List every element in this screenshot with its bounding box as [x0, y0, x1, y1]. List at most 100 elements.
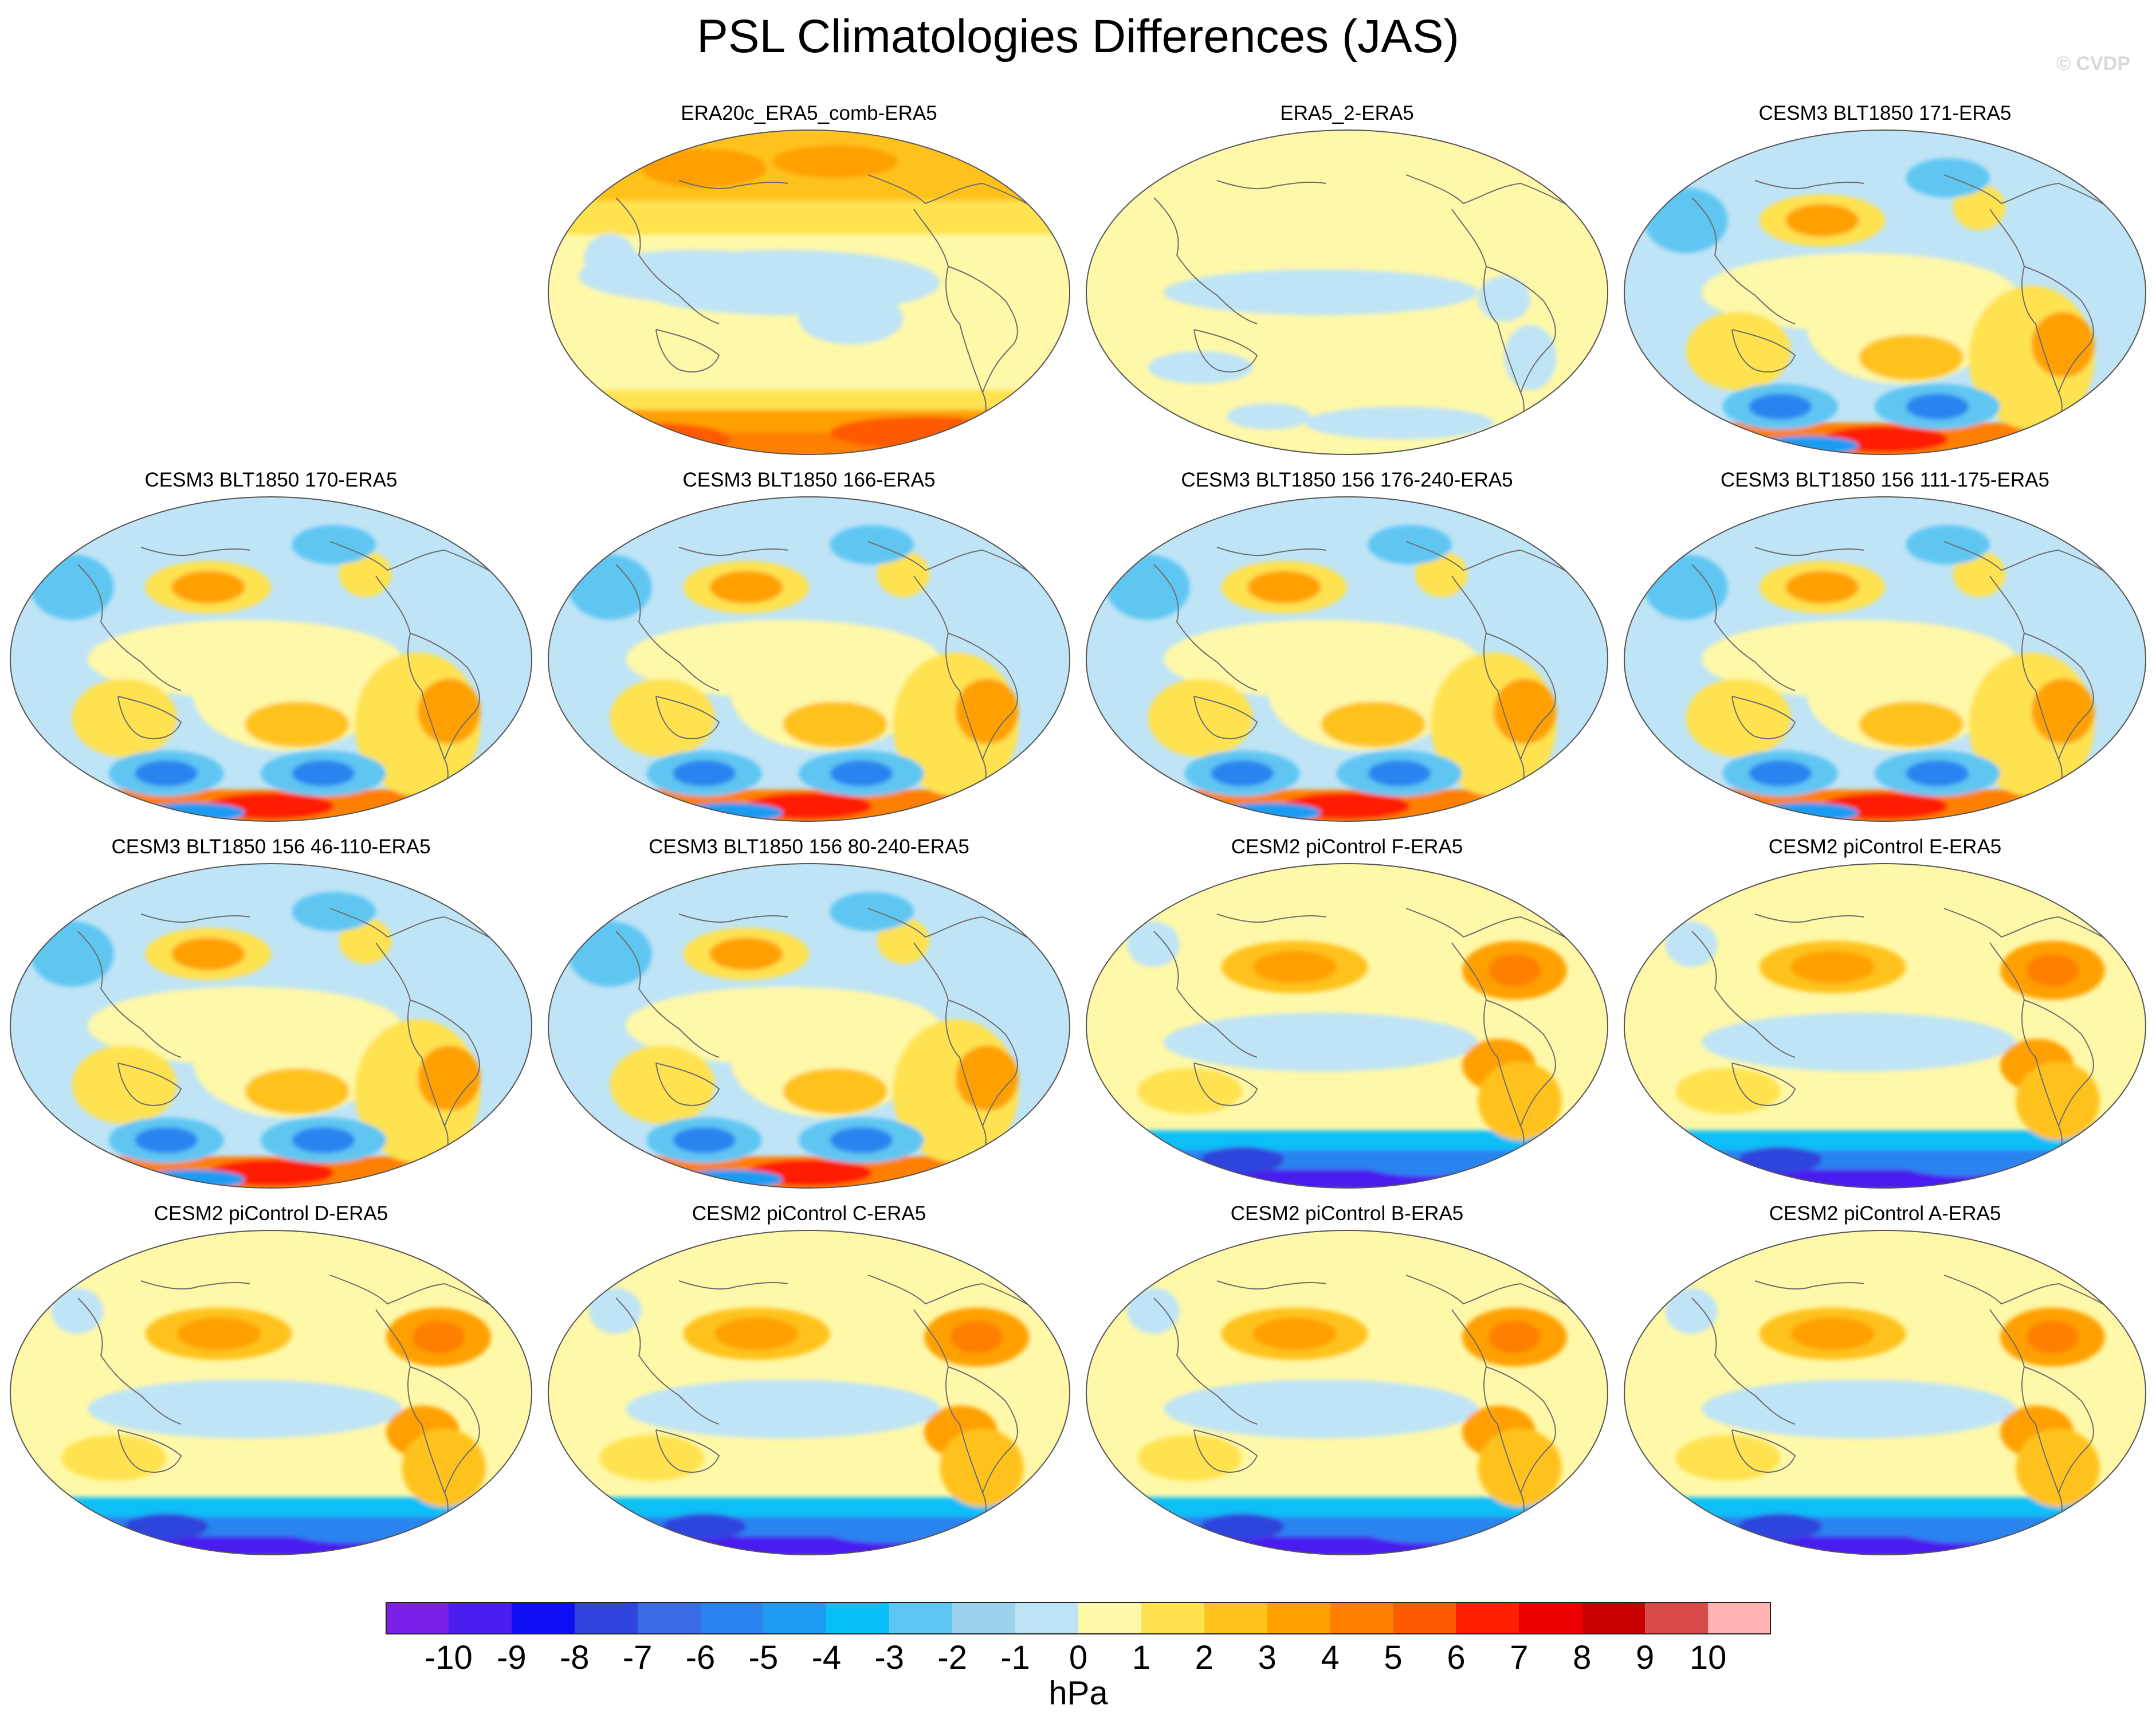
colorbar-tick-label: -3 — [874, 1639, 905, 1676]
colorbar-tick-label: 6 — [1447, 1639, 1466, 1676]
map-anomaly-contour — [292, 760, 355, 787]
map-anomaly-contour — [1738, 1513, 1823, 1540]
map-outline — [10, 863, 532, 1189]
map-anomaly-contour — [1137, 1435, 1243, 1481]
coastline — [140, 914, 250, 923]
coastline — [1405, 174, 1584, 215]
colorbar-box — [952, 1602, 1016, 1634]
map-anomaly-contour — [626, 1379, 940, 1438]
map-anomaly-contour — [798, 292, 904, 345]
map-anomaly-contour — [2026, 1320, 2079, 1354]
map-anomaly-contour — [1504, 325, 1557, 390]
coastline — [948, 1366, 1018, 1493]
map-anomaly-contour — [1164, 1013, 1478, 1072]
panel-title: CESM2 piControl E-ERA5 — [1768, 836, 2002, 858]
map-anomaly-contour — [51, 1288, 104, 1334]
map-anomaly-contour — [1488, 954, 1541, 987]
map-anomaly-contour — [830, 416, 1019, 449]
panel-title: CESM3 BLT1850 156 80-240-ERA5 — [649, 836, 969, 858]
colorbar-tick-label: -9 — [497, 1639, 527, 1676]
coastline — [678, 1280, 788, 1290]
map-anomaly-contour — [830, 1127, 893, 1154]
map-anomaly-contour — [171, 938, 245, 971]
coastline — [1691, 931, 1796, 1058]
map-anomaly-contour — [830, 760, 893, 787]
colorbar-box — [1267, 1602, 1331, 1634]
coastline — [1153, 1297, 1258, 1425]
coastline — [1943, 1275, 2122, 1316]
map-anomaly-contour — [1362, 1150, 1489, 1177]
coastline — [655, 1429, 720, 1473]
panel-title: CESM3 BLT1850 156 176-240-ERA5 — [1181, 469, 1513, 491]
colorbar-box — [700, 1602, 764, 1634]
coastline — [655, 696, 720, 739]
psl-difference-map — [548, 863, 1070, 1189]
coastline — [1754, 180, 1864, 190]
panel-title: CESM3 BLT1850 166-ERA5 — [682, 469, 936, 491]
colorbar-box — [386, 1602, 449, 1634]
psl-difference-map — [1086, 130, 1608, 455]
colorbar-tick-label: 7 — [1510, 1639, 1529, 1676]
coastline — [2024, 266, 2094, 393]
map-anomaly-contour — [1226, 403, 1311, 430]
map-outline — [548, 130, 1070, 455]
panel-title: CESM2 piControl D-ERA5 — [154, 1202, 388, 1225]
panel-title: ERA20c_ERA5_comb-ERA5 — [681, 102, 937, 124]
map-outline — [1086, 1230, 1608, 1555]
map-anomaly-contour — [135, 760, 198, 787]
colorbar-tick-label: -2 — [937, 1639, 967, 1676]
map-anomaly-contour — [714, 1317, 799, 1350]
coastline — [117, 1429, 182, 1473]
panel-title: CESM2 piControl A-ERA5 — [1769, 1202, 2001, 1225]
coastline — [615, 197, 720, 324]
panel-title: CESM2 piControl B-ERA5 — [1230, 1202, 1464, 1225]
map-anomaly-contour — [1665, 1288, 1718, 1334]
coastline — [1731, 1429, 1796, 1473]
coastline — [655, 1063, 720, 1106]
coastline — [913, 209, 987, 428]
colorbar-tick-label: -7 — [622, 1639, 653, 1676]
colorbar-box — [1015, 1602, 1079, 1634]
coastline — [1451, 209, 1525, 428]
colorbar-box — [1645, 1602, 1709, 1634]
map-anomaly-contour — [1252, 1317, 1337, 1350]
coastline — [615, 1297, 720, 1425]
colorbar-units-label: hPa — [1048, 1675, 1108, 1712]
coastline — [867, 908, 1046, 949]
map-anomaly-contour — [1702, 1013, 2016, 1072]
coastline — [948, 999, 1018, 1127]
colorbar-box — [1204, 1602, 1268, 1634]
map-anomaly-contour — [1900, 1516, 2027, 1543]
map-outline — [1086, 496, 1608, 822]
map-latitude-band — [1624, 1169, 2146, 1188]
map-anomaly-contour — [583, 233, 637, 286]
coastline — [867, 1275, 1046, 1316]
coastline — [1943, 908, 2122, 949]
coastline — [948, 266, 1018, 393]
coastline — [117, 696, 182, 739]
coastline — [1153, 564, 1258, 691]
map-latitude-band — [1624, 1516, 2146, 1538]
map-outline — [548, 863, 1070, 1189]
colorbar-box — [1708, 1602, 1772, 1634]
coastline — [615, 564, 720, 691]
map-anomaly-contour — [1478, 276, 1530, 322]
panel-title: CESM3 BLT1850 156 46-110-ERA5 — [111, 836, 431, 858]
coastline — [1486, 999, 1556, 1127]
coastline — [77, 931, 182, 1058]
map-anomaly-contour — [589, 1288, 642, 1334]
coastline — [77, 564, 182, 691]
map-anomaly-contour — [1785, 204, 1859, 237]
map-anomaly-contour — [1488, 1320, 1541, 1354]
coastline — [867, 174, 1046, 215]
psl-difference-map — [10, 1230, 532, 1555]
map-anomaly-contour — [940, 1428, 1024, 1507]
map-anomaly-contour — [1859, 701, 1964, 747]
colorbar-tick-label: 2 — [1195, 1639, 1214, 1676]
colorbar-box — [1141, 1602, 1205, 1634]
map-anomaly-contour — [824, 1516, 951, 1543]
map-panels-grid: ERA20c_ERA5_comb-ERA5 ERA5_2-ERA5 CESM3 BL… — [10, 102, 2146, 1555]
colorbar-box — [1456, 1602, 1519, 1634]
coastline — [1193, 1063, 1258, 1106]
figure-title: PSL Climatologies Differences (JAS) — [697, 10, 1459, 62]
